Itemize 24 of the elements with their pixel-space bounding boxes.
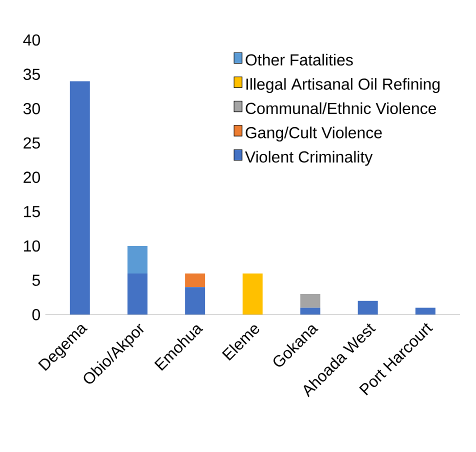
legend-label: Communal/Ethnic Violence [246,102,436,114]
y-tick-label: 30 [23,103,40,114]
y-tick-label: 35 [23,68,40,80]
y-tick-label: 0 [32,308,40,320]
bar [70,81,90,315]
bar [127,273,148,315]
bar [185,273,206,288]
y-tick-label: 10 [24,240,40,252]
legend-label: Illegal Artisanal Oil Refining [246,78,440,94]
bar [415,308,436,315]
bar [185,287,206,315]
bar [358,300,378,315]
bar [242,273,263,315]
legend-label: Violent Criminality [245,150,373,166]
y-tick-label: 5 [32,274,40,286]
y-tick-label: 40 [23,34,40,46]
bar [300,308,320,315]
bar [127,246,148,274]
y-tick-label: 15 [24,206,40,218]
legend-label: Gang/Cult Violence [246,126,382,142]
y-tick-label: 20 [24,172,40,183]
y-tick-label: 25 [24,137,40,149]
legend-label: Other Fatalities [246,54,353,66]
bar [300,294,320,308]
